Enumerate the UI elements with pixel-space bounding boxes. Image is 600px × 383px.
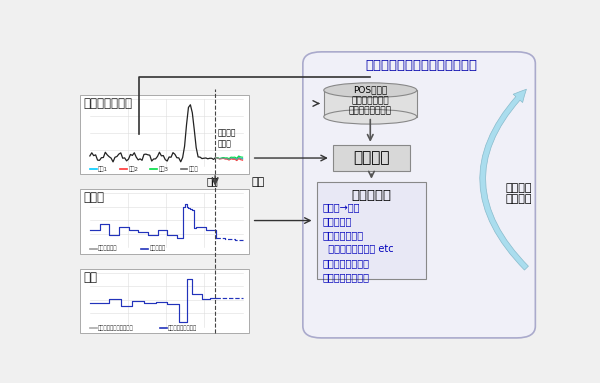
- Text: 長期的な
先読み: 長期的な 先読み: [217, 129, 236, 148]
- FancyBboxPatch shape: [333, 145, 410, 171]
- Ellipse shape: [324, 83, 417, 98]
- Text: 需要予測: 需要予測: [353, 151, 389, 165]
- Text: 従来発注方法: 従来発注方法: [98, 246, 118, 251]
- Text: 予測3: 予測3: [158, 166, 169, 172]
- FancyBboxPatch shape: [80, 189, 250, 254]
- Text: ・利益→最大
・制約条件
（発注量限界、
  リードタイム制約 etc
・複数の長期的な
予測シナリオ考慮: ・利益→最大 ・制約条件 （発注量限界、 リードタイム制約 etc ・複数の長期…: [322, 202, 394, 282]
- Text: 発注量: 発注量: [83, 192, 104, 205]
- Text: 従来発注方法による利益: 従来発注方法による利益: [98, 326, 134, 331]
- Text: 逐次的に
繰り返す: 逐次的に 繰り返す: [506, 183, 532, 204]
- Text: 実績値: 実績値: [189, 166, 199, 172]
- Text: POSデータ
（売上、価格、
プロモーション）: POSデータ （売上、価格、 プロモーション）: [349, 86, 392, 115]
- Text: 最適発注による利益: 最適発注による利益: [168, 326, 197, 331]
- Text: 予測2: 予測2: [128, 166, 139, 172]
- FancyArrowPatch shape: [480, 89, 529, 270]
- Text: 利益: 利益: [83, 271, 97, 284]
- Text: 時間: 時間: [252, 177, 265, 187]
- Ellipse shape: [324, 110, 417, 124]
- Text: モデル予測制御による最適発注: モデル予測制御による最適発注: [365, 59, 478, 72]
- Text: 最適発注量: 最適発注量: [149, 246, 166, 251]
- FancyBboxPatch shape: [303, 52, 535, 338]
- FancyBboxPatch shape: [80, 95, 250, 174]
- FancyBboxPatch shape: [317, 182, 426, 279]
- FancyBboxPatch shape: [80, 268, 250, 334]
- Text: 予測1: 予測1: [98, 166, 108, 172]
- Text: 最適化計算: 最適化計算: [352, 189, 391, 202]
- Text: 現在: 現在: [207, 177, 218, 187]
- FancyBboxPatch shape: [324, 90, 417, 117]
- Text: 需要予測／実績: 需要予測／実績: [83, 97, 133, 110]
